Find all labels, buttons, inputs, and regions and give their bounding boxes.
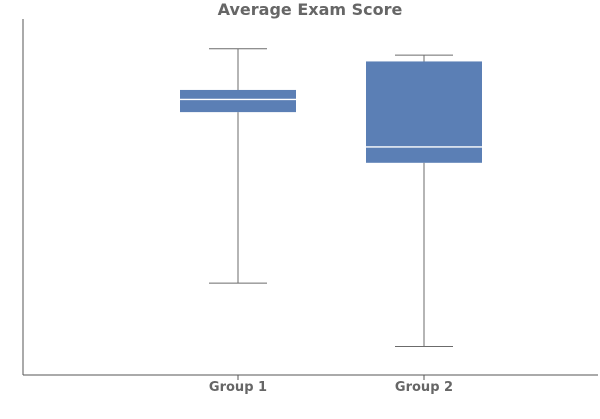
x-tick-group: Group 1 Group 2 — [209, 375, 453, 395]
x-tick-label-group-1: Group 1 — [209, 380, 267, 395]
box-group-2 — [366, 54, 482, 347]
iqr-box-group-1 — [180, 89, 296, 113]
iqr-box-group-2 — [366, 61, 482, 163]
x-tick-label-group-2: Group 2 — [395, 380, 453, 395]
box-group — [180, 48, 482, 347]
chart-title: Average Exam Score — [218, 0, 403, 19]
box-group-1 — [180, 48, 296, 284]
